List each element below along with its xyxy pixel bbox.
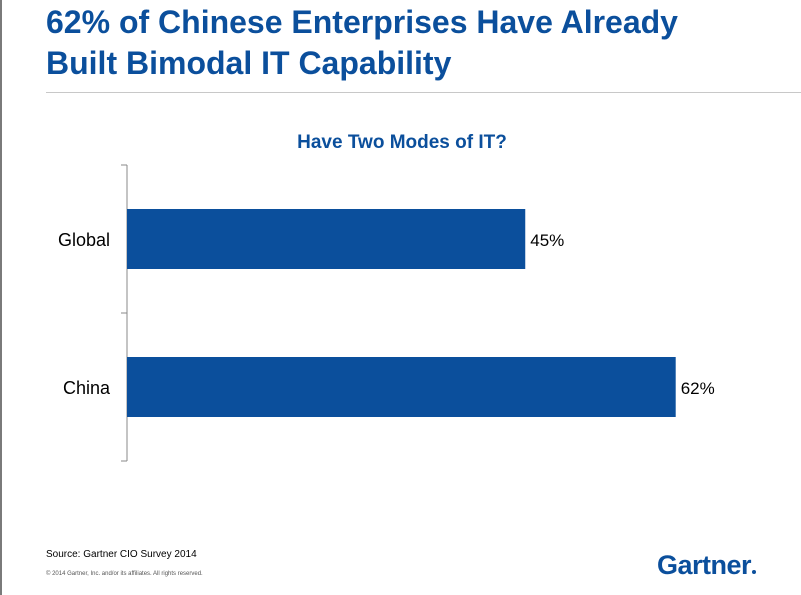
gartner-logo: Gartner xyxy=(657,550,752,580)
slide-edge xyxy=(0,0,2,595)
title-line-2: Built Bimodal IT Capability xyxy=(46,45,452,81)
copyright-note: © 2014 Gartner, Inc. and/or its affiliat… xyxy=(46,571,203,577)
chart-title: Have Two Modes of IT? xyxy=(297,132,507,153)
category-label-china: China xyxy=(63,378,111,398)
category-axis: Global China xyxy=(58,164,128,462)
bar-china xyxy=(127,357,676,417)
source-note: Source: Gartner CIO Survey 2014 xyxy=(46,549,197,560)
bars-group: 45% 62% xyxy=(127,209,715,417)
title-divider xyxy=(46,92,801,93)
title-line-1: 62% of Chinese Enterprises Have Already xyxy=(46,4,678,40)
data-label-china: 62% xyxy=(681,379,715,398)
category-label-global: Global xyxy=(58,230,110,250)
logo-registered-mark xyxy=(752,570,756,574)
slide-title: 62% of Chinese Enterprises Have Already … xyxy=(46,2,786,84)
bar-global xyxy=(127,209,526,269)
data-label-global: 45% xyxy=(530,231,564,250)
